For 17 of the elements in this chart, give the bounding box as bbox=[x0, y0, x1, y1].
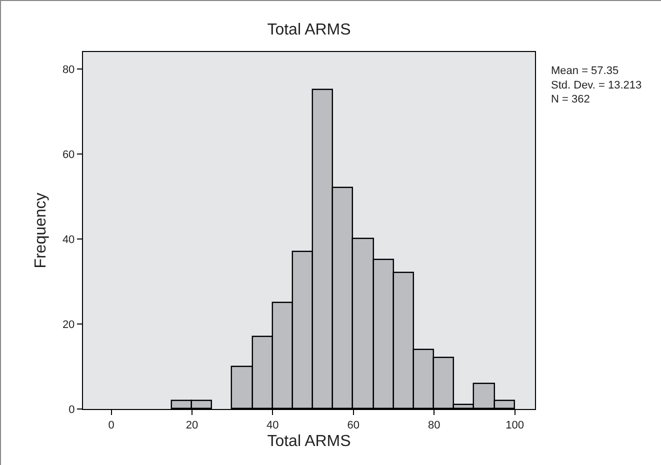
y-tick-label: 20 bbox=[62, 318, 75, 331]
y-tick-label: 80 bbox=[62, 64, 75, 76]
y-tick-label: 60 bbox=[62, 148, 75, 161]
text: N = 362 bbox=[551, 94, 590, 106]
x-tick-label: 40 bbox=[266, 419, 279, 432]
x-tick-label: 20 bbox=[186, 419, 198, 432]
x-axis-title: Total ARMS bbox=[267, 433, 351, 450]
y-tick-label: 0 bbox=[68, 404, 75, 416]
chart-title: Total ARMS bbox=[267, 22, 351, 38]
x-tick-label: 60 bbox=[347, 419, 360, 432]
x-tick-label: 80 bbox=[428, 419, 440, 432]
text: Mean = 57.35 bbox=[551, 65, 619, 77]
y-axis-title: Frequency bbox=[32, 192, 50, 268]
x-tick-label: 100 bbox=[506, 419, 524, 432]
y-tick-label: 40 bbox=[62, 234, 75, 246]
text: Std. Dev. = 13.213 bbox=[551, 79, 642, 92]
x-tick-label: 0 bbox=[108, 419, 114, 432]
